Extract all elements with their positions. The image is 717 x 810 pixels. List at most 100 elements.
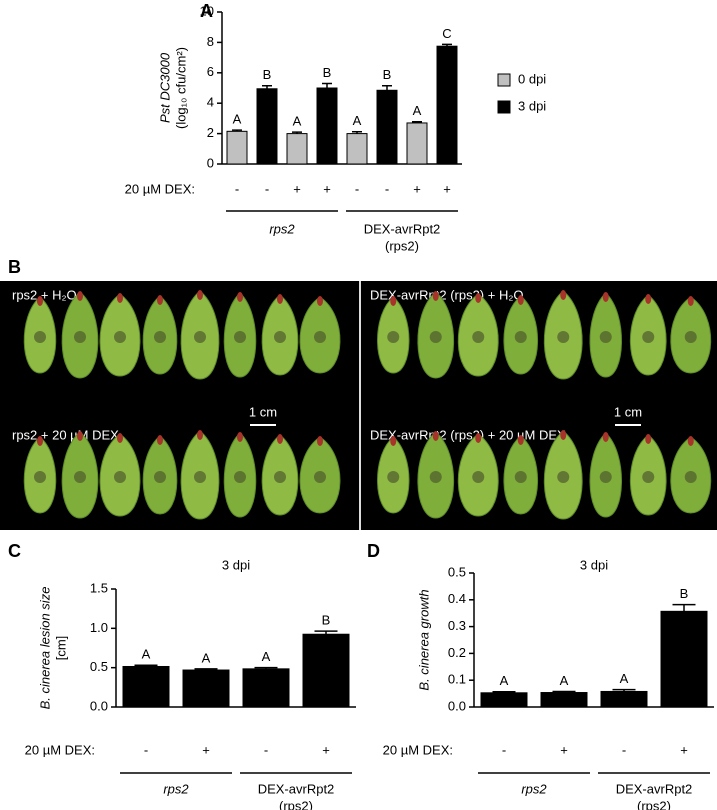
legend-swatch [497, 100, 511, 114]
y-axis-label: Pst DC3000 [157, 52, 172, 123]
leaf-tip [237, 432, 243, 442]
error-bar [194, 668, 218, 671]
dex-value: + [443, 181, 451, 196]
significance-letter: A [262, 649, 271, 664]
bar [302, 633, 350, 708]
leaf-tip [475, 293, 482, 303]
significance-letter: A [142, 647, 151, 662]
error-bar [382, 84, 392, 91]
error-bar [134, 664, 158, 667]
dex-value: + [560, 742, 568, 757]
group-label: (rps2) [385, 238, 419, 253]
y-tick-label: 0 [207, 155, 214, 170]
lesion [154, 471, 166, 483]
dex-value: - [502, 742, 506, 757]
dex-label: 20 µM DEX: [125, 181, 195, 196]
leaf-tip [157, 295, 163, 305]
significance-letter: A [500, 673, 509, 688]
dex-value: - [355, 181, 359, 196]
bar [256, 88, 278, 165]
significance-letter: A [233, 112, 242, 127]
leaf-tip [517, 435, 524, 445]
bar [286, 133, 308, 165]
y-axis-label: B. cinerea lesion size [37, 587, 52, 710]
leaf-tip [475, 433, 482, 443]
group-label: rps2 [521, 781, 547, 796]
group-label: DEX-avrRpt2 [616, 781, 693, 796]
y-tick-label: 0.0 [90, 698, 108, 713]
y-tick-label: 1.0 [90, 620, 108, 635]
dex-value: + [322, 742, 330, 757]
lesion [274, 471, 286, 483]
panel-letter: A [200, 1, 213, 21]
lesion [387, 471, 400, 483]
y-tick-label: 0.5 [448, 564, 466, 579]
significance-letter: A [353, 113, 362, 128]
leaf-tip [390, 296, 397, 306]
bar [346, 133, 368, 165]
y-tick-label: 2 [207, 125, 214, 140]
leaf-tip [197, 290, 203, 300]
dex-value: + [202, 742, 210, 757]
lesion [314, 471, 326, 483]
lesion [34, 471, 46, 483]
photo-label: rps2 + 20 µM DEX [12, 427, 119, 442]
y-tick-label: 0.1 [448, 672, 466, 687]
leaf-tip [560, 430, 567, 440]
lesion [472, 331, 485, 343]
lesion [684, 471, 697, 483]
leaf-tip [390, 436, 397, 446]
error-bar [232, 129, 242, 132]
legend-swatch [497, 73, 511, 87]
lesion [557, 471, 570, 483]
dex-value: - [622, 742, 626, 757]
legend-label: 3 dpi [518, 98, 546, 113]
leaf-tip [687, 436, 694, 446]
lesion [599, 471, 612, 483]
significance-letter: B [263, 67, 272, 82]
leaf-tip [277, 434, 283, 444]
dex-value: + [323, 181, 331, 196]
scale-label: 1 cm [249, 404, 277, 419]
leaf-tip [432, 291, 439, 301]
bar [660, 610, 708, 708]
leaf-tip [237, 292, 243, 302]
bar [540, 692, 588, 708]
error-bar [314, 630, 338, 635]
leaf-tip [602, 292, 609, 302]
leaf-tip [560, 290, 567, 300]
significance-letter: B [323, 65, 332, 80]
lesion [74, 331, 86, 343]
significance-letter: B [322, 613, 331, 628]
dex-value: - [385, 181, 389, 196]
y-tick-label: 0.4 [448, 591, 466, 606]
lesion [314, 331, 326, 343]
leaf-tip [317, 296, 323, 306]
leaf-tip [77, 431, 83, 441]
dex-label: 20 µM DEX: [383, 742, 453, 757]
panel-letter: D [367, 541, 380, 561]
leaf-tip [197, 430, 203, 440]
bar [226, 130, 248, 165]
significance-letter: B [680, 586, 689, 601]
dex-value: - [144, 742, 148, 757]
lesion [642, 331, 655, 343]
leaf-tip [432, 431, 439, 441]
lesion [514, 331, 527, 343]
y-axis-label: (log₁₀ cfu/cm²) [173, 47, 188, 129]
lesion [114, 471, 126, 483]
y-axis-label: B. cinerea growth [416, 589, 431, 690]
bar [242, 668, 290, 708]
bar [600, 690, 648, 708]
group-label: rps2 [269, 221, 295, 236]
error-bar [492, 690, 516, 693]
dex-value: + [413, 181, 421, 196]
y-tick-label: 0.2 [448, 645, 466, 660]
panel-letter: C [8, 541, 21, 561]
lesion [194, 331, 206, 343]
lesion [234, 331, 246, 343]
error-bar [292, 131, 302, 134]
dex-value: - [235, 181, 239, 196]
error-bar [442, 43, 452, 47]
